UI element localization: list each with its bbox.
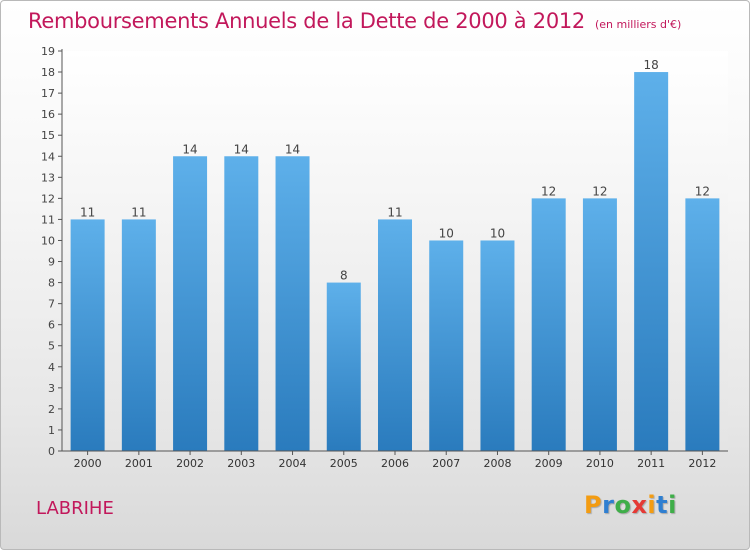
chart-unit: (en milliers d'€) [595, 18, 682, 31]
bar-value-label: 8 [340, 269, 348, 283]
x-tick-label: 2010 [586, 457, 614, 470]
y-tick-label: 18 [41, 66, 55, 79]
bar-value-label: 12 [592, 184, 607, 198]
bar-value-label: 11 [131, 205, 146, 219]
bar-2010 [582, 198, 617, 451]
bar-value-label: 11 [387, 205, 402, 219]
logo-letter: i [668, 491, 677, 519]
logo-letter: i [647, 491, 657, 519]
y-tick-label: 6 [48, 319, 55, 332]
y-tick-label: 4 [48, 361, 55, 374]
commune-name: LABRIHE [36, 498, 114, 519]
bar-value-label: 14 [234, 142, 249, 156]
y-tick-label: 8 [48, 277, 55, 290]
y-tick-label: 14 [41, 150, 55, 163]
y-tick-label: 7 [48, 298, 55, 311]
y-tick-label: 9 [48, 256, 55, 269]
bar-2008 [480, 240, 515, 451]
bar-value-label: 12 [695, 184, 710, 198]
bar-2006 [378, 219, 412, 451]
proxiti-logo[interactable]: Proxiti [584, 491, 677, 519]
bars: 11 11 14 14 14 8 11 10 10 12 12 18 12 [70, 58, 720, 451]
x-tick-label: 2001 [125, 457, 153, 470]
y-tick-label: 17 [41, 87, 55, 100]
y-tick-label: 0 [48, 445, 55, 458]
y-tick-label: 3 [48, 382, 55, 395]
bar-value-label: 18 [644, 58, 659, 72]
bar-value-label: 11 [80, 205, 95, 219]
logo-letter: x [631, 491, 648, 519]
bar-2001 [121, 219, 156, 451]
bar-value-label: 10 [439, 226, 454, 240]
x-tick-label: 2011 [637, 457, 665, 470]
bar-2012 [685, 198, 720, 451]
y-tick-label: 5 [48, 340, 55, 353]
logo-letter: r [602, 491, 615, 519]
bar-2007 [429, 240, 464, 451]
bar-value-label: 12 [541, 184, 556, 198]
y-tick-label: 16 [41, 108, 55, 121]
y-tick-label: 2 [48, 403, 55, 416]
logo-letter: P [584, 491, 603, 519]
x-tick-label: 2007 [432, 457, 460, 470]
x-tick-label: 2000 [74, 457, 102, 470]
y-tick-label: 19 [41, 45, 55, 58]
bar-value-label: 10 [490, 226, 505, 240]
x-tick-label: 2003 [227, 457, 255, 470]
y-tick-label: 13 [41, 171, 55, 184]
bar-2005 [326, 282, 361, 451]
y-tick-label: 15 [41, 129, 55, 142]
x-tick-label: 2012 [688, 457, 716, 470]
bar-2009 [531, 198, 566, 451]
y-tick-label: 11 [41, 213, 55, 226]
x-tick-label: 2004 [279, 457, 307, 470]
bar-2004 [275, 156, 310, 451]
y-tick-label: 10 [41, 234, 55, 247]
chart-title-text: Remboursements Annuels de la Dette de 20… [28, 9, 585, 33]
y-tick-label: 1 [48, 424, 55, 437]
x-tick-label: 2006 [381, 457, 409, 470]
x-tick-label: 2009 [535, 457, 563, 470]
bar-value-label: 14 [285, 142, 300, 156]
x-tick-label: 2008 [483, 457, 511, 470]
x-axis: 2000 2001 2002 2003 2004 2005 2006 2007 2008 2009… [62, 450, 728, 470]
x-tick-label: 2002 [176, 457, 204, 470]
bar-2002 [173, 156, 208, 451]
bar-2000 [70, 219, 105, 451]
logo-letter: o [614, 491, 632, 519]
logo-letter: t [656, 491, 669, 519]
bar-2011 [634, 72, 669, 451]
y-tick-label: 12 [41, 192, 55, 205]
chart-title: Remboursements Annuels de la Dette de 20… [28, 9, 681, 33]
bar-2003 [224, 156, 259, 451]
x-tick-label: 2005 [330, 457, 358, 470]
bar-value-label: 14 [182, 142, 197, 156]
